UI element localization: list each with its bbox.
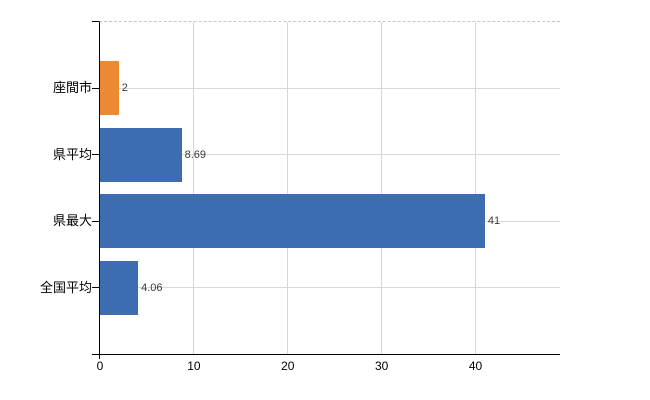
bar-value-label: 2: [121, 82, 128, 95]
bar-2: [100, 194, 485, 249]
bar-3: [100, 260, 139, 315]
y-axis-tick-mark: [92, 87, 99, 89]
vertical-gridline: [475, 22, 476, 354]
x-axis-tick-label: 0: [96, 359, 104, 373]
horizontal-gridline: [100, 287, 560, 289]
y-axis-tick-mark: [92, 354, 99, 355]
x-axis-tick-label: 30: [374, 359, 389, 373]
bar-1: [100, 127, 182, 182]
horizontal-gridline: [100, 87, 560, 89]
x-axis-tick-label: 20: [281, 359, 295, 373]
bar-0: [100, 61, 119, 116]
x-axis-tick-label: 10: [187, 359, 201, 373]
y-axis-category-label: 全国平均: [39, 279, 92, 295]
horizontal-gridline: [100, 154, 560, 156]
bar-value-label: 4.06: [141, 281, 163, 294]
y-axis-tick-mark: [92, 154, 99, 156]
vertical-gridline: [193, 22, 195, 354]
plot-area: 0 10 20 30 40 座間市 2 県平均 8.69 県最大 41 全国平均 4.06: [40, 21, 560, 373]
axis-origin-stub: [99, 355, 100, 359]
bar-value-label: 8.69: [184, 148, 206, 161]
y-axis-tick-mark: [92, 21, 99, 22]
vertical-gridline: [381, 22, 383, 354]
bar-value-label: 41: [487, 215, 501, 228]
y-axis-category-label: 県平均: [52, 146, 92, 162]
vertical-gridline: [287, 22, 289, 354]
y-axis-category-label: 県最大: [52, 213, 92, 229]
x-axis-tick-label: 40: [468, 359, 483, 373]
y-axis-category-label: 座間市: [52, 80, 92, 96]
y-axis-tick-mark: [92, 220, 99, 222]
y-axis-tick-mark: [92, 287, 99, 289]
